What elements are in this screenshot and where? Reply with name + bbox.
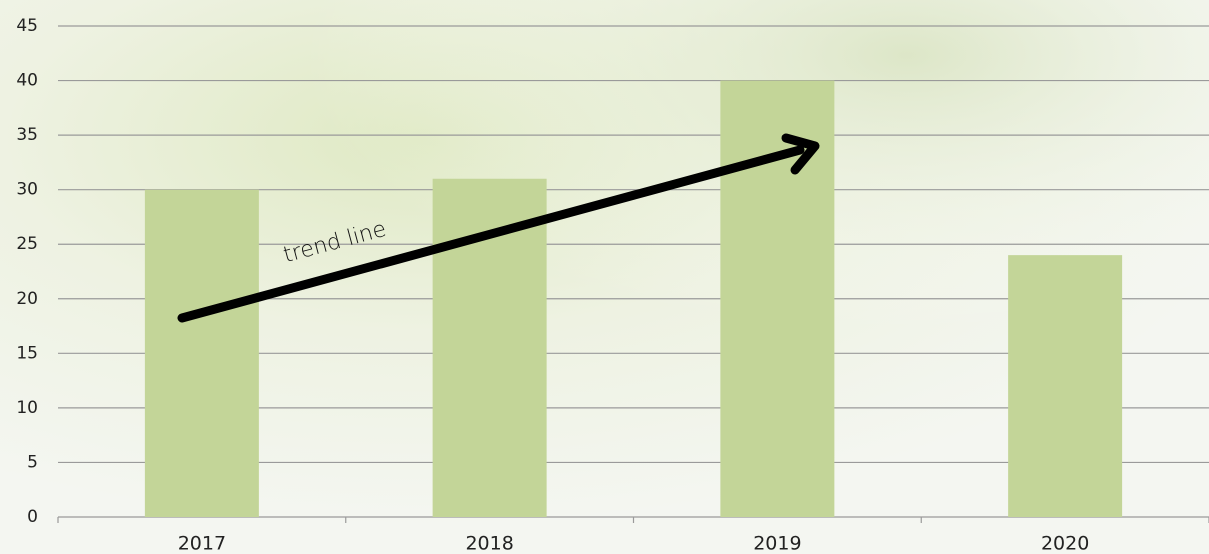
bar	[144, 189, 259, 517]
plot: 0 5 10 15 20 25 30 35 40 45 2017 2018 2019 2020	[16, 16, 1209, 554]
y-tick-label: 5	[27, 452, 38, 472]
y-tick-label: 45	[16, 16, 38, 36]
y-tick-label: 25	[16, 234, 38, 254]
bar	[432, 178, 547, 517]
x-tick-label: 2018	[465, 533, 513, 554]
y-tick-label: 20	[16, 289, 38, 309]
y-tick-label: 15	[16, 343, 38, 363]
bar	[1008, 255, 1123, 517]
y-tick-label: 35	[16, 125, 38, 145]
y-tick-label: 0	[27, 507, 38, 527]
y-tick-label: 10	[16, 398, 38, 418]
x-tick-label: 2020	[1041, 533, 1089, 554]
x-tick-label: 2019	[753, 533, 801, 554]
trend-arrow	[177, 145, 805, 323]
x-tick-label: 2017	[178, 533, 226, 554]
y-tick-label: 30	[16, 180, 38, 200]
y-tick-label: 40	[16, 71, 38, 91]
arrow-head	[781, 133, 820, 175]
